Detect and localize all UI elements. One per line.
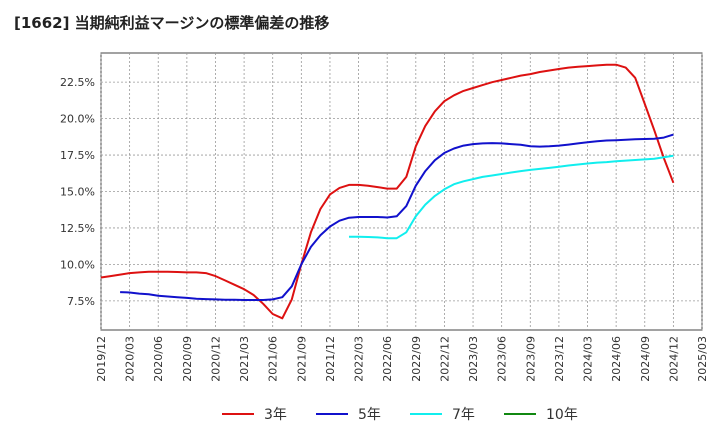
chart-title: [1662] 当期純利益マージンの標準偏差の推移 — [14, 14, 330, 32]
y-tick-label: 10.0% — [60, 258, 95, 271]
legend-label-7年: 7年 — [452, 407, 475, 423]
series-line-7年 — [349, 154, 674, 240]
x-tick-label: 2023/09 — [524, 336, 537, 382]
y-tick-label: 12.5% — [60, 222, 95, 235]
x-tick-label: 2024/03 — [582, 336, 595, 382]
x-tick-label: 2019/12 — [95, 336, 108, 382]
legend-label-10年: 10年 — [546, 407, 578, 423]
x-tick-label: 2022/09 — [410, 336, 423, 382]
y-tick-label: 7.5% — [67, 295, 95, 308]
y-tick-label: 22.5% — [60, 76, 95, 89]
x-tick-label: 2021/09 — [295, 336, 308, 382]
x-tick-label: 2024/06 — [610, 336, 623, 382]
legend-label-5年: 5年 — [358, 407, 381, 423]
y-tick-label: 20.0% — [60, 113, 95, 126]
legend-label-3年: 3年 — [264, 407, 287, 423]
x-tick-label: 2023/12 — [553, 336, 566, 382]
x-tick-label: 2022/03 — [353, 336, 366, 382]
x-tick-label: 2020/03 — [124, 336, 137, 382]
y-tick-label: 17.5% — [60, 149, 95, 162]
x-tick-label: 2022/06 — [381, 336, 394, 382]
x-tick-label: 2020/06 — [152, 336, 165, 382]
x-tick-label: 2023/06 — [496, 336, 509, 382]
x-tick-label: 2024/12 — [667, 336, 680, 382]
y-tick-label: 15.0% — [60, 186, 95, 199]
series-line-3年 — [100, 63, 675, 320]
x-tick-label: 2021/12 — [324, 336, 337, 382]
x-tick-label: 2021/06 — [267, 336, 280, 382]
x-tick-label: 2020/12 — [209, 336, 222, 382]
x-tick-label: 2023/03 — [467, 336, 480, 382]
series-line-5年 — [120, 133, 674, 301]
x-tick-label: 2024/09 — [639, 336, 652, 382]
x-tick-label: 2021/03 — [238, 336, 251, 382]
x-tick-label: 2020/09 — [181, 336, 194, 382]
x-tick-label: 2025/03 — [696, 336, 709, 382]
x-tick-label: 2022/12 — [438, 336, 451, 382]
